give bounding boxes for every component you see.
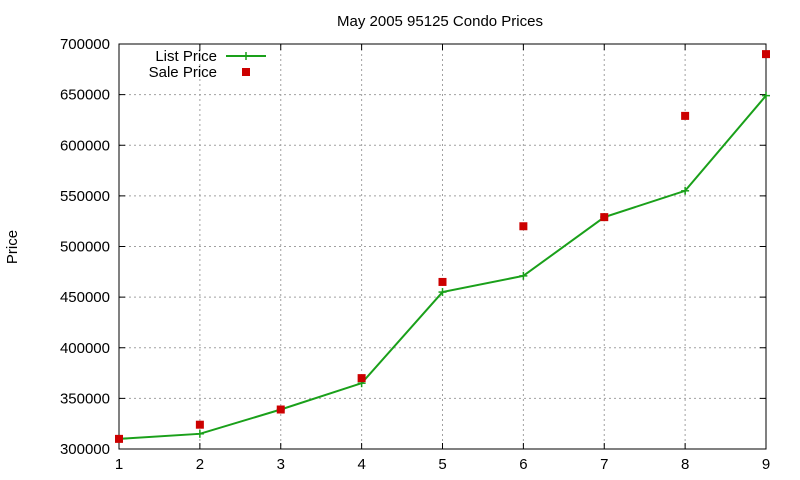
data-point-square — [438, 277, 447, 286]
data-point-plus — [195, 429, 204, 438]
data-point-square — [195, 420, 204, 429]
data-point-square — [357, 374, 366, 383]
y-tick-label: 600000 — [60, 137, 110, 154]
data-point-square — [115, 434, 123, 443]
data-point-plus — [681, 186, 690, 195]
x-tick-label: 4 — [357, 456, 365, 473]
data-point-square — [276, 405, 285, 414]
y-tick-label: 500000 — [60, 239, 110, 256]
x-tick-label: 7 — [600, 456, 608, 473]
series-1 — [115, 50, 770, 443]
legend-marker-plus — [242, 52, 250, 60]
y-axis-label: Price — [4, 230, 21, 264]
grid — [119, 44, 766, 449]
legend-marker-square — [242, 68, 250, 76]
x-tick-label: 5 — [438, 456, 446, 473]
legend-label: List Price — [155, 48, 217, 65]
y-tick-label: 350000 — [60, 390, 110, 407]
series-line — [118, 94, 767, 440]
data-point-square — [681, 111, 690, 120]
legend-label: Sale Price — [149, 64, 217, 81]
data-point-square — [762, 50, 770, 59]
x-tick-label: 2 — [196, 456, 204, 473]
x-tick-label: 8 — [681, 456, 689, 473]
y-tick-label: 550000 — [60, 188, 110, 205]
data-point-square — [600, 213, 609, 222]
data-point-plus — [438, 288, 447, 297]
y-tick-label: 700000 — [60, 36, 110, 53]
y-tick-label: 400000 — [60, 340, 110, 357]
x-tick-label: 6 — [519, 456, 527, 473]
y-tick-label: 450000 — [60, 289, 110, 306]
data-point-plus — [519, 271, 528, 280]
y-tick-label: 300000 — [60, 441, 110, 458]
y-tick-label: 650000 — [60, 87, 110, 104]
x-tick-label: 9 — [762, 456, 770, 473]
series-layer — [115, 50, 770, 443]
x-tick-label: 3 — [277, 456, 285, 473]
chart-title: May 2005 95125 Condo Prices — [337, 13, 543, 30]
data-point-plus — [762, 91, 770, 100]
axis-ticks: 1 2 3 4 5 6 7 8 9 300000 350000 400000 450000 500000 5… — [60, 36, 770, 473]
data-point-square — [519, 222, 528, 231]
x-tick-label: 1 — [115, 456, 123, 473]
